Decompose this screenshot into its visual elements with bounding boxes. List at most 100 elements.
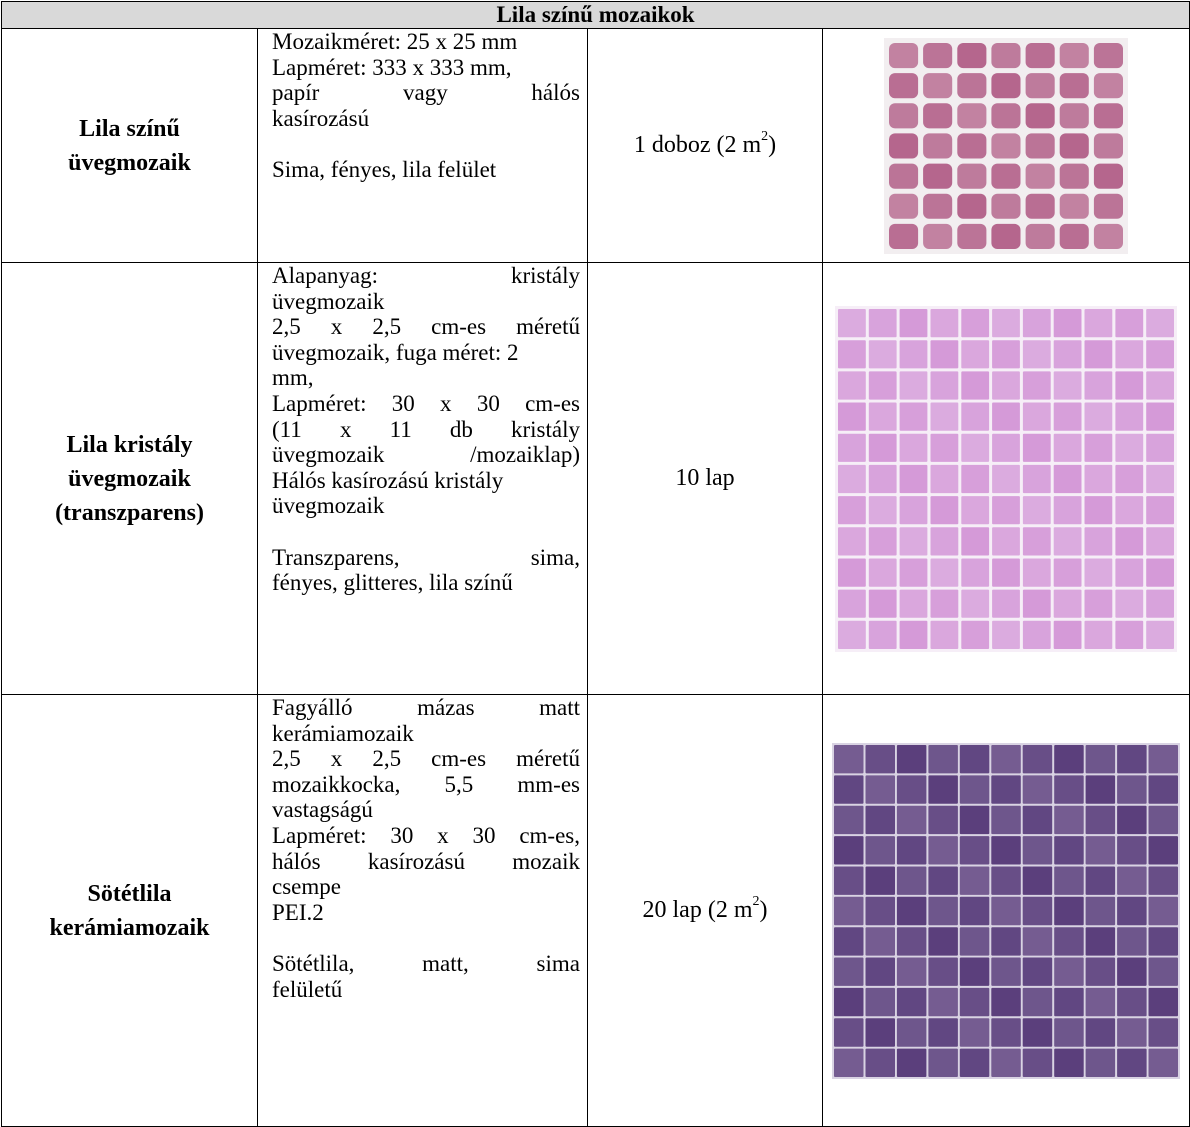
mosaic-tile [899,495,928,524]
mosaic-tile [896,744,927,773]
mosaic-tile [1022,526,1051,555]
product-image [821,694,1190,1127]
mosaic-tile [838,620,866,649]
mosaic-tile [991,223,1021,249]
mosaic-tile [961,558,990,587]
description-line: mm, [272,365,580,391]
mosaic-tile [930,370,959,400]
mosaic-tile [865,987,896,1016]
mosaic-tile [865,805,896,834]
mosaic-tile [1117,744,1147,773]
description-word: x [440,390,452,416]
mosaic-tile [991,744,1021,773]
product-name-line: Lila kristály [66,431,193,458]
mosaic-tile [838,464,866,493]
mosaic-tile [1025,193,1055,219]
mosaic-tile [1025,42,1055,68]
mosaic-tile [1022,1048,1053,1077]
description-word: 5,5 [444,771,474,797]
mosaic-tile [896,774,927,804]
mosaic-tile [928,987,958,1016]
mosaic-tile [1148,805,1179,834]
description-word: db [449,416,473,442]
mosaic-tile [868,495,897,524]
mosaic-tile [1085,774,1116,804]
mosaic-tile [1022,589,1051,618]
mosaic-tile [1053,339,1082,368]
mosaic-tile [1053,370,1082,400]
mosaic-tile [959,744,990,773]
description-word: Mozaikméret: 25 x 25 mm [272,29,518,54]
mosaic-tile [1084,620,1113,649]
mosaic-tile [1085,926,1116,956]
mosaic-tile [1115,339,1144,368]
description-word: méretű [516,314,580,340]
description-word: 2,5 [372,746,402,772]
mosaic-tile [991,132,1021,158]
description-line: üvegmozaik/mozaiklap) [272,442,580,468]
table-row: Sötétlila kerámiamozaik Fagyálló mázas mat… [1,694,1190,1127]
mosaic-tile [1117,866,1147,895]
blank-line [272,925,580,951]
mosaic-tile [1146,402,1175,431]
mosaic-tile [957,193,987,219]
mosaic-tile [889,102,919,128]
mosaic-tile [928,744,958,773]
mosaic-tile [1054,926,1084,956]
description-line: Fagyálló mázas matt [272,695,580,721]
mosaic-tile [868,620,897,649]
mosaic-tile [992,433,1020,462]
mosaic-tile [1085,987,1116,1016]
mosaic-tile [1148,957,1179,986]
description-word: Lapméret: [272,822,367,848]
mosaic-tile [992,495,1020,524]
mosaic-tile [1085,1017,1116,1047]
description-word: üvegmozaik, fuga méret: 2 [272,339,519,365]
description-word: mozaikkocka, [272,771,401,797]
mosaic-tile [928,1048,958,1077]
mosaic-tile [923,42,953,68]
description-word: Sötétlila, [272,950,355,976]
description-word: x [339,416,352,442]
mosaic-tile [930,308,959,337]
mosaic-tile [1093,102,1124,128]
description-line: Lapméret: 333 x 333 mm, [272,55,580,81]
description-word: vagy [402,80,448,106]
description-word: papír [272,80,320,106]
mosaic-tile [1146,495,1175,524]
mosaic-tile [1084,370,1113,400]
mosaic-tile [896,926,927,956]
mosaic-tile [992,464,1020,493]
description-word: Fagyálló [272,695,353,720]
mosaic-tile [930,464,959,493]
mosaic-tile [957,163,987,189]
mosaic-tile [1146,339,1175,368]
mosaic-tile [1053,464,1082,493]
mosaic-tile [930,526,959,555]
mosaic-tile [838,370,866,400]
description-word: Sima, fényes, lila felület [272,156,497,182]
mosaic-tile [992,620,1020,649]
mosaic-tile [1022,339,1051,368]
mosaic-tile [959,866,990,895]
mosaic-tile [834,926,864,956]
mosaic-tile [1146,526,1175,555]
description-word: cm-es [431,314,487,340]
mosaic-tile [838,308,866,337]
description-word: /mozaiklap) [470,442,580,468]
mosaic-tile [991,1017,1021,1047]
mosaic-tile [991,163,1021,189]
mosaic-tile [1053,558,1082,587]
description-line: üvegmozaik, fuga méret: 2 [272,340,580,366]
mosaic-tile [1053,620,1082,649]
description-line: hálós kasírozású mozaik [272,849,580,875]
mosaic-tile [1148,926,1179,956]
description-line: papír vagy hálós [272,80,580,106]
mosaic-tile [928,957,958,986]
description-word: cm-es [525,390,580,416]
description-word: x [437,822,449,848]
mosaic-tile [1022,835,1053,864]
mosaic-tile [957,132,987,158]
description-word: 30 [472,822,496,848]
